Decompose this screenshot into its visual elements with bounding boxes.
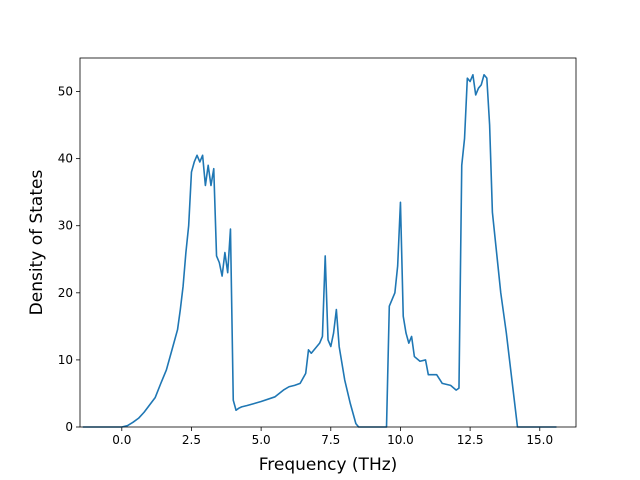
x-axis-ticks: 0.0 2.5 5.0 7.5 10.0 12.5 15.0 [112,427,553,447]
y-tick-label: 50 [58,85,73,99]
y-tick-label: 40 [58,152,73,166]
x-tick-label: 15.0 [526,433,553,447]
y-tick-label: 20 [58,286,73,300]
y-axis-ticks: 0 10 20 30 40 50 [58,85,80,434]
y-tick-label: 0 [65,420,73,434]
x-axis-label: Frequency (THz) [259,455,398,475]
y-tick-label: 30 [58,219,73,233]
x-tick-label: 0.0 [112,433,131,447]
x-tick-label: 5.0 [252,433,271,447]
x-tick-label: 10.0 [387,433,414,447]
plot-frame [79,57,577,428]
y-tick-label: 10 [58,353,73,367]
y-axis-label: Density of States [27,170,47,316]
x-tick-label: 12.5 [457,433,484,447]
x-tick-label: 2.5 [182,433,201,447]
dos-series-line [82,73,557,428]
x-tick-label: 7.5 [321,433,340,447]
